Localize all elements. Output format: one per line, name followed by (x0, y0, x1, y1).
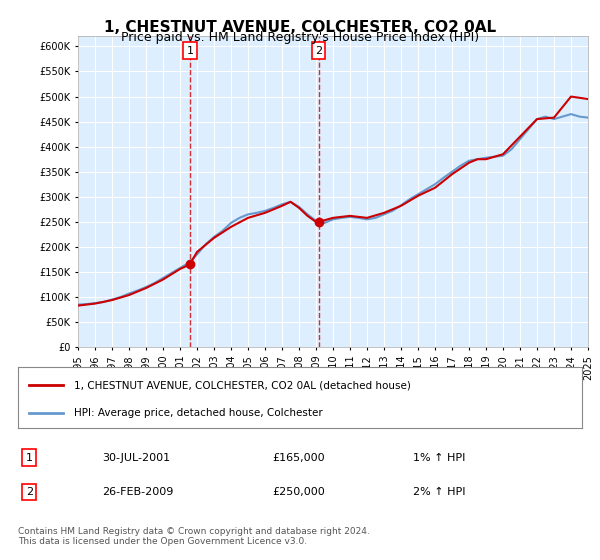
Text: 2% ↑ HPI: 2% ↑ HPI (413, 487, 466, 497)
Text: 1% ↑ HPI: 1% ↑ HPI (413, 452, 465, 463)
Text: 2: 2 (315, 46, 322, 56)
Text: Price paid vs. HM Land Registry's House Price Index (HPI): Price paid vs. HM Land Registry's House … (121, 31, 479, 44)
Text: 30-JUL-2001: 30-JUL-2001 (103, 452, 171, 463)
Text: £250,000: £250,000 (272, 487, 325, 497)
Text: 2: 2 (26, 487, 33, 497)
Text: 26-FEB-2009: 26-FEB-2009 (103, 487, 174, 497)
Text: Contains HM Land Registry data © Crown copyright and database right 2024.
This d: Contains HM Land Registry data © Crown c… (18, 526, 370, 546)
Text: HPI: Average price, detached house, Colchester: HPI: Average price, detached house, Colc… (74, 408, 323, 418)
Text: 1, CHESTNUT AVENUE, COLCHESTER, CO2 0AL: 1, CHESTNUT AVENUE, COLCHESTER, CO2 0AL (104, 20, 496, 35)
Text: £165,000: £165,000 (272, 452, 325, 463)
Text: 1, CHESTNUT AVENUE, COLCHESTER, CO2 0AL (detached house): 1, CHESTNUT AVENUE, COLCHESTER, CO2 0AL … (74, 380, 411, 390)
Text: 1: 1 (187, 46, 193, 56)
Text: 1: 1 (26, 452, 33, 463)
